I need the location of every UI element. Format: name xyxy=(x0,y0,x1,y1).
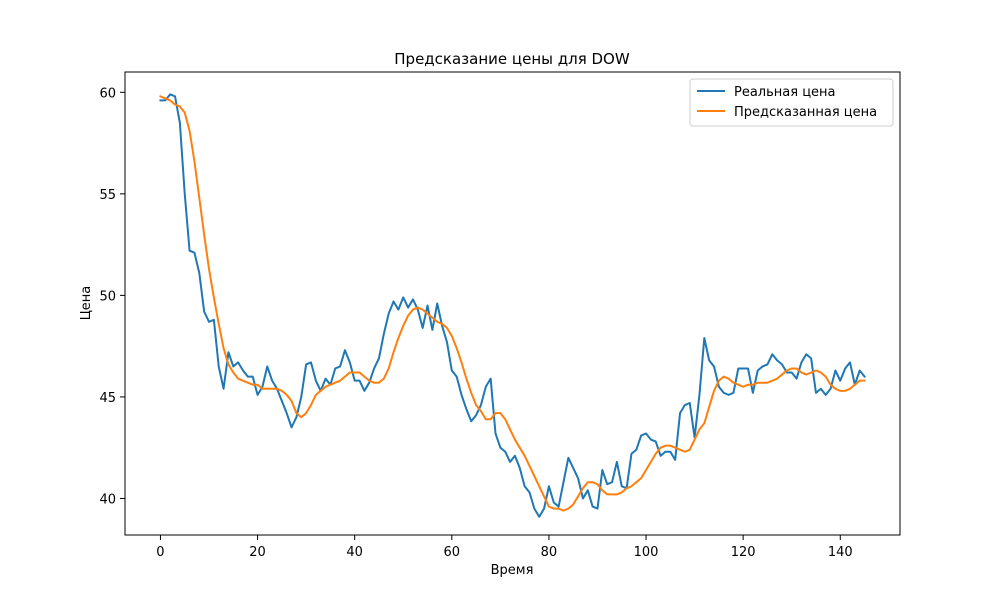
y-tick-label: 45 xyxy=(99,391,116,406)
x-tick-label: 100 xyxy=(634,545,659,560)
x-tick-label: 20 xyxy=(249,545,266,560)
x-tick-label: 60 xyxy=(444,545,461,560)
series-line-real-price xyxy=(159,93,866,518)
chart-title: Предсказание цены для DOW xyxy=(394,50,630,68)
x-axis-label: Время xyxy=(491,563,534,578)
legend-box xyxy=(689,78,894,127)
y-axis-label: Цена xyxy=(79,286,94,321)
x-axis-ticks: 0 20 40 60 80 100 120 140 xyxy=(156,535,853,560)
y-tick-label: 50 xyxy=(99,289,116,304)
y-tick-label: 60 xyxy=(99,86,116,101)
y-axis-ticks: 40 45 50 55 60 xyxy=(99,86,125,507)
x-tick-label: 120 xyxy=(731,545,756,560)
x-tick-label: 80 xyxy=(541,545,558,560)
axes-border xyxy=(124,71,901,536)
series-layer xyxy=(159,93,866,518)
legend: Реальная цена Предсказанная цена xyxy=(689,78,894,127)
y-tick-label: 55 xyxy=(99,188,116,203)
series-line-predicted-price xyxy=(159,95,866,512)
x-tick-label: 40 xyxy=(346,545,363,560)
x-tick-label: 140 xyxy=(828,545,853,560)
x-tick-label: 0 xyxy=(156,545,164,560)
plot-area xyxy=(125,72,900,535)
axes-frame xyxy=(124,71,901,536)
legend-label-predicted-price: Предсказанная цена xyxy=(734,105,877,120)
legend-label-real-price: Реальная цена xyxy=(734,85,836,100)
y-tick-label: 40 xyxy=(99,492,116,507)
